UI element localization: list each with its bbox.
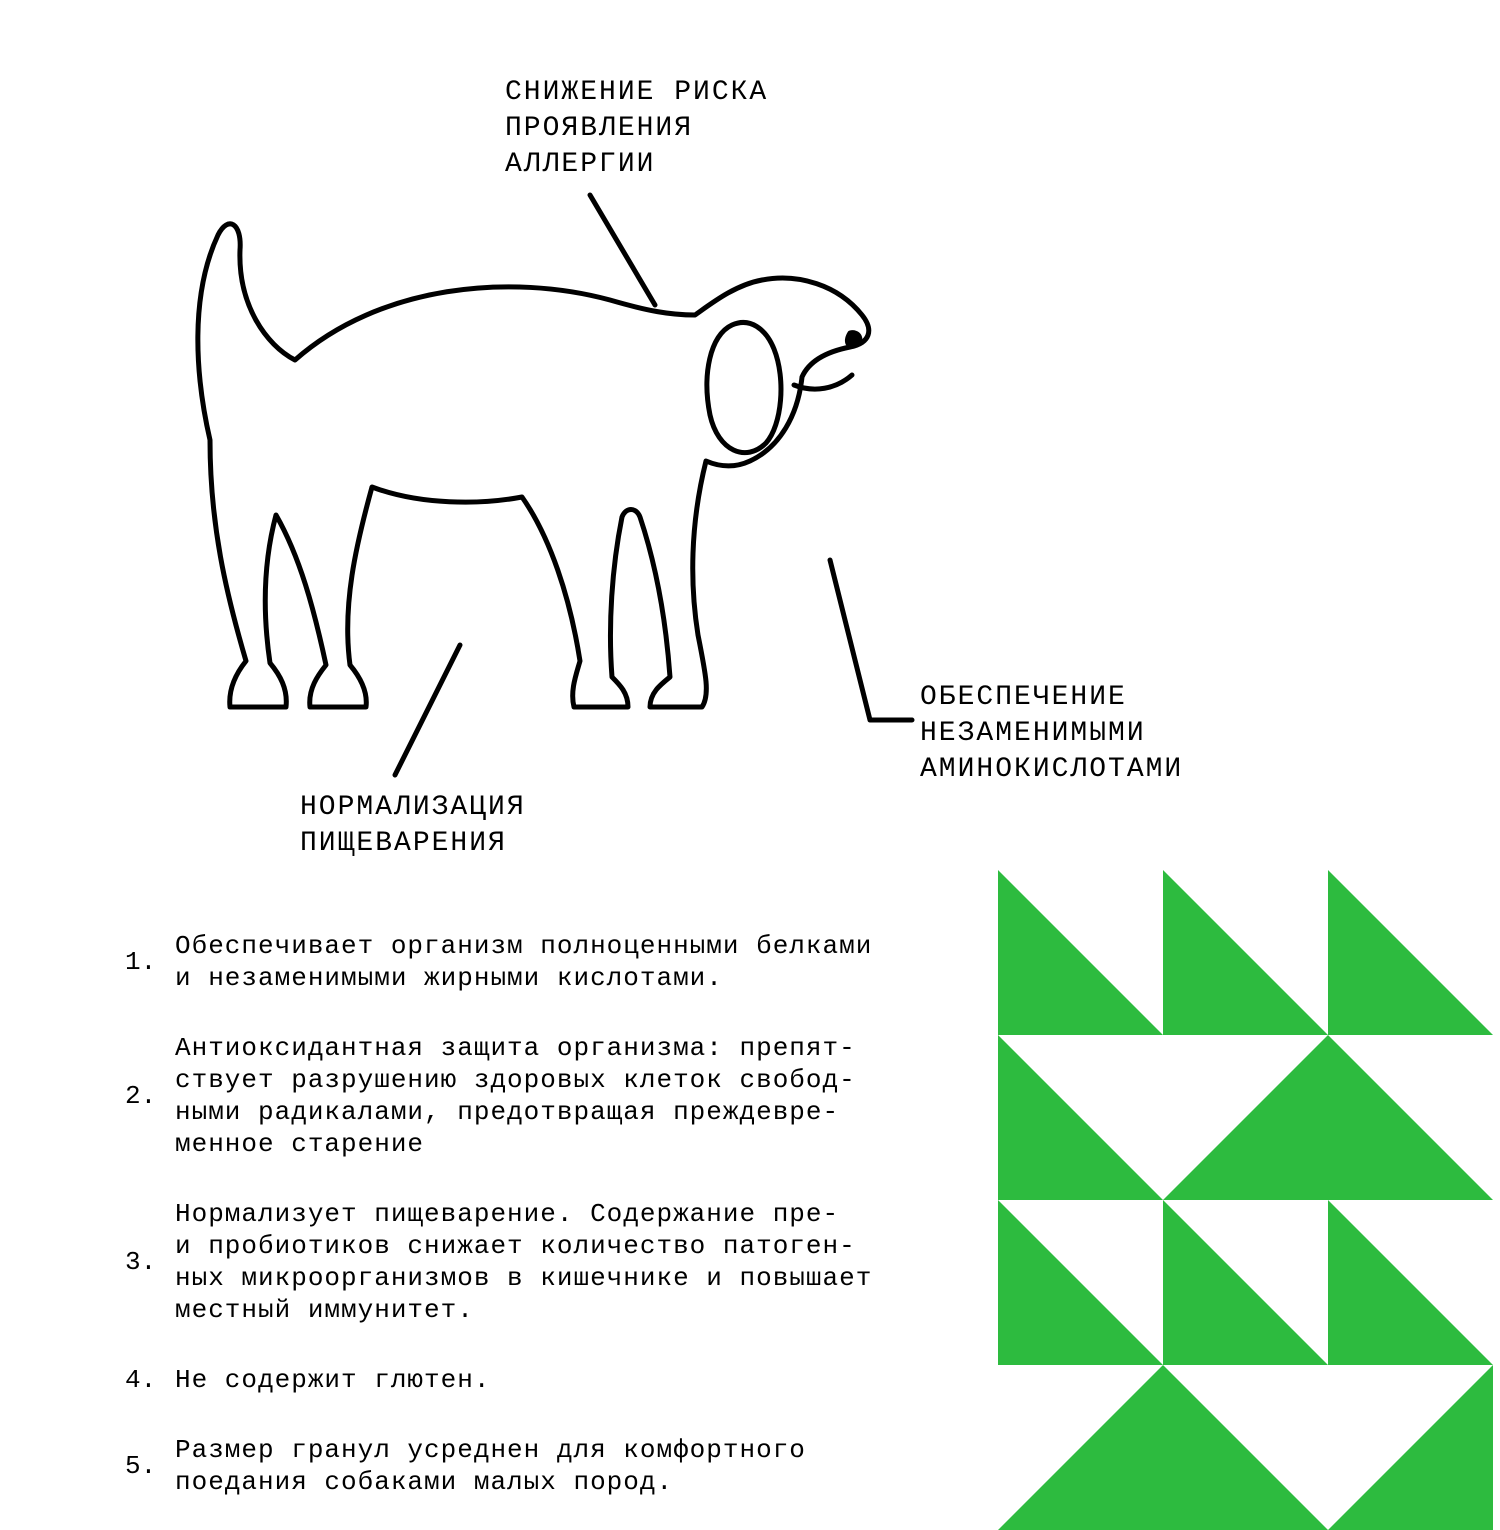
triangle-sw: [998, 1035, 1163, 1200]
triangle-sw: [998, 1200, 1163, 1365]
triangle-sw: [1328, 1200, 1493, 1365]
triangle-cell: [1328, 1035, 1493, 1200]
triangle-sw: [1328, 870, 1493, 1035]
triangle-se: [1328, 1365, 1493, 1530]
list-item-text: Нормализует пищеварение. Содержание пре-…: [175, 1198, 872, 1326]
triangle-cell: [1328, 1200, 1493, 1365]
triangle-se: [1163, 1035, 1328, 1200]
list-item-number: 4.: [125, 1365, 175, 1395]
triangle-cell: [1328, 1365, 1493, 1530]
list-item-text: Антиоксидантная защита организма: препят…: [175, 1032, 856, 1160]
list-item: 1.Обеспечивает организм полноценными бел…: [125, 930, 955, 994]
triangle-sw: [1163, 870, 1328, 1035]
list-item-number: 5.: [125, 1451, 175, 1481]
list-item-number: 1.: [125, 947, 175, 977]
triangle-row: [998, 1035, 1493, 1200]
list-item: 4.Не содержит глютен.: [125, 1364, 955, 1396]
triangle-cell: [1328, 870, 1493, 1035]
list-item: 5.Размер гранул усреднен для комфортного…: [125, 1434, 955, 1498]
triangle-cell: [1163, 1200, 1328, 1365]
triangle-sw: [1163, 1365, 1328, 1530]
infographic-canvas: { "colors": { "background": "#ffffff", "…: [0, 0, 1500, 1500]
list-item-text: Размер гранул усреднен для комфортного п…: [175, 1434, 806, 1498]
triangle-cell: [1163, 870, 1328, 1035]
triangle-cell: [1163, 1035, 1328, 1200]
triangle-cell: [998, 1200, 1163, 1365]
triangle-row: [998, 1200, 1493, 1365]
triangle-row: [998, 1365, 1493, 1530]
benefits-list: 1.Обеспечивает организм полноценными бел…: [125, 930, 955, 1498]
list-item-text: Обеспечивает организм полноценными белка…: [175, 930, 872, 994]
triangle-cell: [998, 1035, 1163, 1200]
triangle-cell: [998, 870, 1163, 1035]
triangle-cell: [998, 1365, 1163, 1530]
list-item: 3.Нормализует пищеварение. Содержание пр…: [125, 1198, 955, 1326]
triangle-row: [998, 870, 1493, 1035]
list-item-text: Не содержит глютен.: [175, 1364, 490, 1396]
triangle-sw: [998, 870, 1163, 1035]
list-item-number: 3.: [125, 1247, 175, 1277]
callout-amino: ОБЕСПЕЧЕНИЕ НЕЗАМЕНИМЫМИ АМИНОКИСЛОТАМИ: [920, 680, 1183, 788]
triangle-sw: [1163, 1200, 1328, 1365]
callout-allergy: СНИЖЕНИЕ РИСКА ПРОЯВЛЕНИЯ АЛЛЕРГИИ: [505, 75, 768, 183]
callout-digestion: НОРМАЛИЗАЦИЯ ПИЩЕВАРЕНИЯ: [300, 790, 526, 862]
triangle-cell: [1163, 1365, 1328, 1530]
list-item-number: 2.: [125, 1081, 175, 1111]
list-item: 2.Антиоксидантная защита организма: преп…: [125, 1032, 955, 1160]
triangle-pattern: [998, 870, 1493, 1530]
triangle-se: [998, 1365, 1163, 1530]
triangle-sw: [1328, 1035, 1493, 1200]
